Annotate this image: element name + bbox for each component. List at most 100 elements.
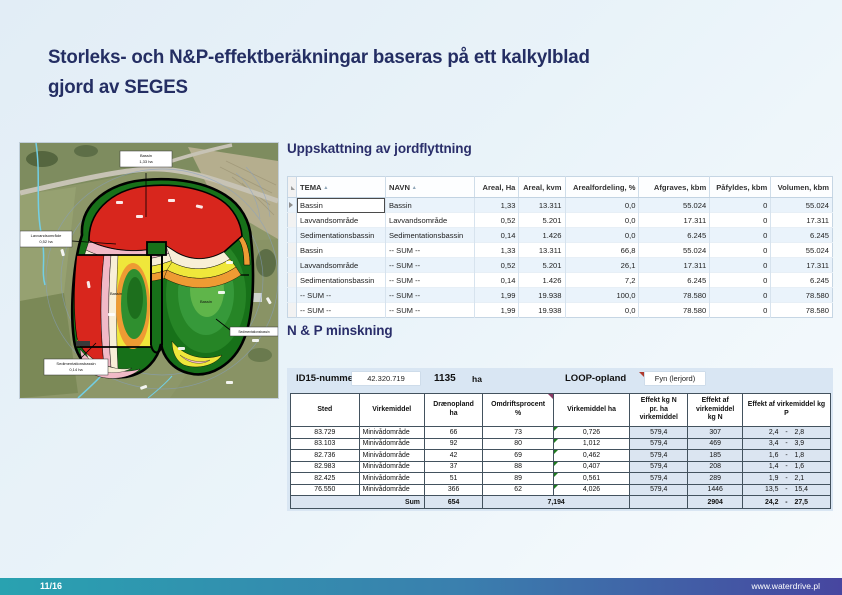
- table-row: 82.736 Minivådområde 42 69 0,462 579,4 185 1,6 …: [290, 449, 832, 462]
- map-label-top: Bassin 1,33 ha: [119, 150, 173, 168]
- cell: 66: [423, 426, 484, 439]
- cell: Minivådområde: [358, 483, 425, 496]
- cell: 1.426: [518, 272, 565, 288]
- sum-cell: 2904: [687, 495, 743, 509]
- site-map: Bassin 1,33 ha Lavvandsområde 0,52 ha Se…: [20, 143, 278, 398]
- area-unit: ha: [472, 374, 482, 384]
- column-header: Afgraves, kbm: [638, 176, 710, 198]
- cell: 579,4: [629, 483, 689, 496]
- column-header: Sted: [290, 393, 360, 427]
- cell: Minivådområde: [358, 449, 425, 462]
- table-row: 83.103 Minivådområde 92 80 1,012 579,4 469 3,4 …: [290, 437, 832, 450]
- svg-text:Bassin: Bassin: [140, 153, 152, 158]
- cell: 0: [709, 227, 771, 243]
- cell: 78.580: [638, 302, 710, 318]
- cell: 82.425: [290, 472, 360, 485]
- cell: 19.938: [518, 287, 565, 303]
- row-selector: [287, 302, 297, 318]
- cell: -- SUM --: [384, 272, 475, 288]
- cell: Sedimentationsbassin: [384, 227, 475, 243]
- cell: 1,99: [473, 287, 519, 303]
- column-header: Areal, Ha: [473, 176, 519, 198]
- cell: 55.024: [770, 197, 833, 213]
- cell: 0,407: [552, 460, 631, 473]
- cell: 469: [687, 437, 743, 450]
- cell: 78.580: [770, 302, 833, 318]
- row-selector: [287, 242, 297, 258]
- row-selector: [287, 197, 297, 213]
- sum-cell: 24,2 - 27,5: [741, 495, 832, 509]
- cell: 78.580: [638, 287, 710, 303]
- footer-url: www.waterdrive.pl: [751, 581, 821, 591]
- cell: 88: [482, 460, 554, 473]
- title-line-1: Storleks- och N&P-effektberäkningar base…: [48, 46, 590, 68]
- svg-text:Lavvandsområde: Lavvandsområde: [31, 233, 62, 238]
- section-heading-np: N & P minskning: [287, 323, 393, 338]
- footer-bar: 11/16 www.waterdrive.pl: [0, 578, 842, 595]
- cell: 83.103: [290, 437, 360, 450]
- id15-input[interactable]: 42.320.719: [352, 372, 420, 385]
- svg-text:1,33 ha: 1,33 ha: [139, 159, 153, 164]
- table-row: Sedimentationsbassin Sedimentationsbassin…: [287, 227, 833, 243]
- row-selector: [287, 272, 297, 288]
- map-label-left: Lavvandsområde 0,52 ha: [20, 230, 73, 248]
- column-header: Påfyldes, kbm: [709, 176, 771, 198]
- cell: 0,52: [473, 212, 519, 228]
- cell: Sedimentationsbassin: [296, 272, 386, 288]
- cell: -- SUM --: [384, 287, 475, 303]
- table-row: 83.729 Minivådområde 66 73 0,726 579,4 307 2,4 …: [290, 426, 832, 439]
- row-selector: [287, 257, 297, 273]
- cell: 289: [687, 472, 743, 485]
- cell: Minivådområde: [358, 460, 425, 473]
- cell: 66,8: [564, 242, 639, 258]
- svg-text:0,14 ha: 0,14 ha: [69, 367, 83, 372]
- cell: Minivådområde: [358, 472, 425, 485]
- cell: 51: [423, 472, 484, 485]
- column-header: Effekt af virkemiddel kg P: [741, 393, 832, 427]
- cell: 1446: [687, 483, 743, 496]
- cell: 55.024: [638, 197, 710, 213]
- column-header: Areal, kvm: [518, 176, 565, 198]
- row-selector: [287, 287, 297, 303]
- cell: 0,14: [473, 227, 519, 243]
- svg-text:Sedimentationsbassin: Sedimentationsbassin: [238, 330, 269, 334]
- cell: 13,5 - 15,4: [741, 483, 832, 496]
- cell: 17.311: [638, 257, 710, 273]
- column-header: Virkemiddel: [358, 393, 425, 427]
- column-header: Effekt af virkemiddel kg N: [687, 393, 743, 427]
- cell: 100,0: [564, 287, 639, 303]
- cell: 0,0: [564, 227, 639, 243]
- cell: 17.311: [638, 212, 710, 228]
- cell: -- SUM --: [384, 302, 475, 318]
- cell: Bassin: [296, 242, 386, 258]
- cell: 55.024: [770, 242, 833, 258]
- comment-marker-icon: [639, 372, 644, 377]
- cell: 1,99: [473, 302, 519, 318]
- table-row: Lavvandsområde Lavvandsområde 0,52 5.201 0,0…: [287, 212, 833, 228]
- column-header: Volumen, kbm: [770, 176, 833, 198]
- cell: 579,4: [629, 437, 689, 450]
- cell: Lavvandsområde: [296, 257, 386, 273]
- table-row: 76.550 Minivådområde 366 62 4,026 579,4 1446 13…: [290, 483, 832, 496]
- id15-row: ID15-nummer 42.320.719 1135 ha LOOP-opla…: [287, 368, 833, 390]
- cell: 0,726: [552, 426, 631, 439]
- cell: Sedimentationsbassin: [296, 227, 386, 243]
- cell: Minivådområde: [358, 437, 425, 450]
- cell: -- SUM --: [296, 302, 386, 318]
- sum-cell: [629, 495, 689, 509]
- cell: 13.311: [518, 242, 565, 258]
- loop-opland-label: LOOP-opland: [565, 373, 627, 384]
- np-effect-table: Sted Virkemiddel Drænopland ha Omdriftsproc…: [290, 393, 832, 509]
- cell: 6.245: [638, 227, 710, 243]
- sum-cell: 7,194: [482, 495, 631, 509]
- row-selector: [287, 227, 297, 243]
- cell: 0,0: [564, 197, 639, 213]
- cell: 92: [423, 437, 484, 450]
- cell: 0,561: [552, 472, 631, 485]
- lobe-left-label: Bassin: [110, 291, 122, 296]
- cell: Lavvandsområde: [384, 212, 475, 228]
- cell: 0: [709, 302, 771, 318]
- cell: 0,0: [564, 302, 639, 318]
- loop-opland-input[interactable]: Fyn (lerjord): [645, 372, 705, 385]
